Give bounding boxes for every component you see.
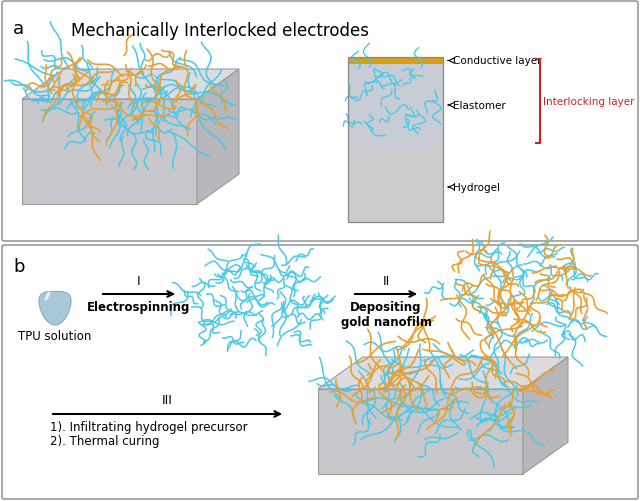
Text: Electrospinning: Electrospinning [87, 301, 191, 313]
Text: Hydrogel: Hydrogel [453, 183, 500, 192]
Bar [348, 58, 443, 146]
Text: Elastomer: Elastomer [453, 101, 506, 111]
Text: Mechanically Interlocked electrodes: Mechanically Interlocked electrodes [71, 22, 369, 40]
Bar [348, 58, 443, 65]
Polygon shape [39, 292, 71, 325]
Polygon shape [318, 389, 523, 474]
Text: TPU solution: TPU solution [19, 329, 92, 342]
FancyBboxPatch shape [2, 245, 638, 499]
Polygon shape [22, 70, 239, 100]
Text: a: a [13, 20, 24, 38]
Text: II: II [382, 275, 390, 288]
Text: b: b [13, 258, 24, 276]
Text: I: I [137, 275, 141, 288]
Text: Depositing
gold nanofilm: Depositing gold nanofilm [340, 301, 431, 328]
Bar [348, 58, 443, 222]
Polygon shape [318, 357, 568, 389]
Bar [348, 58, 443, 222]
Text: 2). Thermal curing: 2). Thermal curing [50, 434, 159, 447]
Text: Conductive layer: Conductive layer [453, 57, 541, 66]
Text: 1). Infiltrating hydrogel precursor: 1). Infiltrating hydrogel precursor [50, 420, 248, 433]
Text: III: III [161, 393, 172, 406]
Polygon shape [22, 100, 197, 204]
FancyBboxPatch shape [2, 2, 638, 241]
Polygon shape [523, 357, 568, 474]
Polygon shape [197, 70, 239, 204]
Text: Interlocking layer: Interlocking layer [543, 97, 634, 107]
